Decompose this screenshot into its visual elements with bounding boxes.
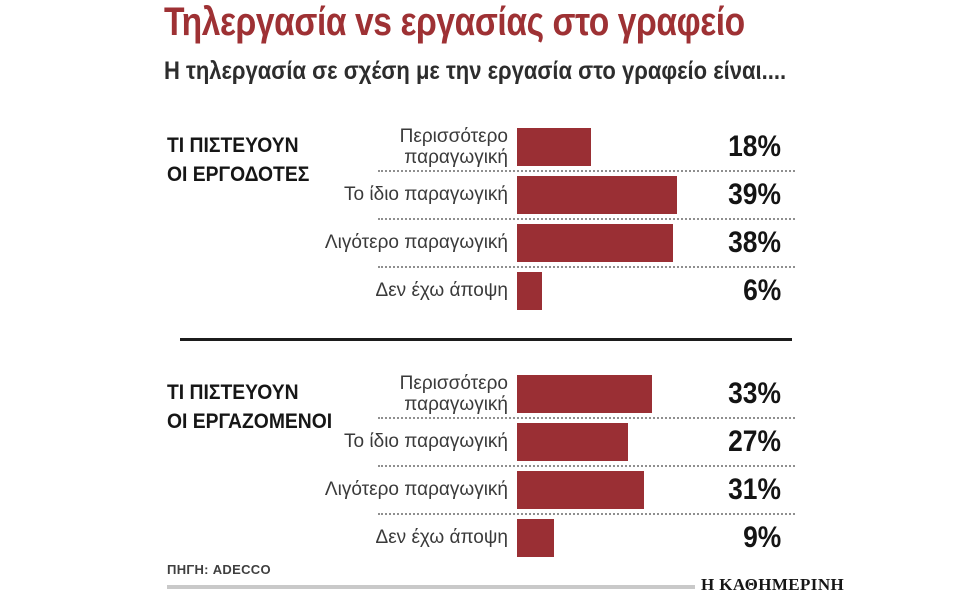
source-label: ΠΗΓΗ: ADECCO [167,562,271,577]
dotted-separator [378,465,795,467]
bar-row-employees-same-productive: Το ίδιο παραγωγική 27% [0,419,795,465]
bar-row-employees-less-productive: Λιγότερο παραγωγική 31% [0,467,795,513]
bar-label: Δεν έχω άποψη [375,280,509,302]
bar-label: Περισσότερο παραγωγική [399,372,508,415]
bar-value: 39% [728,178,781,211]
bar-label: Λιγότερο παραγωγική [324,232,508,254]
dotted-separator [378,513,795,515]
section-header-line1: ΤΙ ΠΙΣΤΕΥΟΥΝ [167,134,299,157]
section-header-employees: ΤΙ ΠΙΣΤΕΥΟΥΝ ΟΙ ΕΡΓΑΖΟΜΕΝΟΙ [167,379,332,437]
section-header-line2: ΟΙ ΕΡΓΑΖΟΜΕΝΟΙ [167,409,333,433]
bar-row-employees-no-opinion: Δεν έχω άποψη 9% [0,515,795,561]
bar-employers-more-productive [517,128,591,166]
bar-value: 38% [728,226,781,259]
section-employees: ΤΙ ΠΙΣΤΕΥΟΥΝ ΟΙ ΕΡΓΑΖΟΜΕΝΟΙ Περισσότερο … [0,371,795,561]
bar-value: 18% [728,130,781,163]
brand-rule [167,585,695,589]
dotted-separator [378,417,795,419]
section-divider [180,338,792,341]
brand-logo: Η ΚΑΘΗΜΕΡΙΝΗ [701,575,845,594]
section-header-line2: ΟΙ ΕΡΓΟΔΟΤΕΣ [167,162,310,186]
bar-employers-same-productive [517,176,677,214]
bar-row-employers-no-opinion: Δεν έχω άποψη 6% [0,268,795,314]
dotted-separator [378,218,795,220]
dotted-separator [378,266,795,268]
bar-label: Περισσότερο παραγωγική [399,125,508,168]
bar-value: 31% [728,473,781,506]
bar-row-employers-less-productive: Λιγότερο παραγωγική 38% [0,220,795,266]
bar-label: Λιγότερο παραγωγική [324,479,508,501]
bar-value: 9% [742,521,781,554]
bar-value: 6% [742,274,781,307]
dotted-separator [378,170,795,172]
bar-row-employers-same-productive: Το ίδιο παραγωγική 39% [0,172,795,218]
bar-label: Δεν έχω άποψη [375,527,509,549]
bar-row-employees-more-productive: Περισσότερο παραγωγική 33% [0,371,795,417]
bar-employees-no-opinion [517,519,554,557]
bar-row-employers-more-productive: Περισσότερο παραγωγική 18% [0,124,795,170]
section-header-line1: ΤΙ ΠΙΣΤΕΥΟΥΝ [167,381,299,404]
bar-employees-same-productive [517,423,628,461]
bar-label: Το ίδιο παραγωγική [344,431,508,453]
bar-employees-less-productive [517,471,644,509]
section-header-employers: ΤΙ ΠΙΣΤΕΥΟΥΝ ΟΙ ΕΡΓΟΔΟΤΕΣ [167,132,309,190]
subtitle: Η τηλεργασία σε σχέση με την εργασία στο… [164,57,787,85]
page-title: Τηλεργασία vs εργασίας στο γραφείο [164,0,745,44]
bar-employers-no-opinion [517,272,542,310]
bar-value: 33% [728,377,781,410]
bar-value: 27% [728,425,781,458]
section-employers: ΤΙ ΠΙΣΤΕΥΟΥΝ ΟΙ ΕΡΓΟΔΟΤΕΣ Περισσότερο πα… [0,124,795,314]
bar-label: Το ίδιο παραγωγική [344,184,508,206]
bar-employees-more-productive [517,375,652,413]
bar-employers-less-productive [517,224,673,262]
